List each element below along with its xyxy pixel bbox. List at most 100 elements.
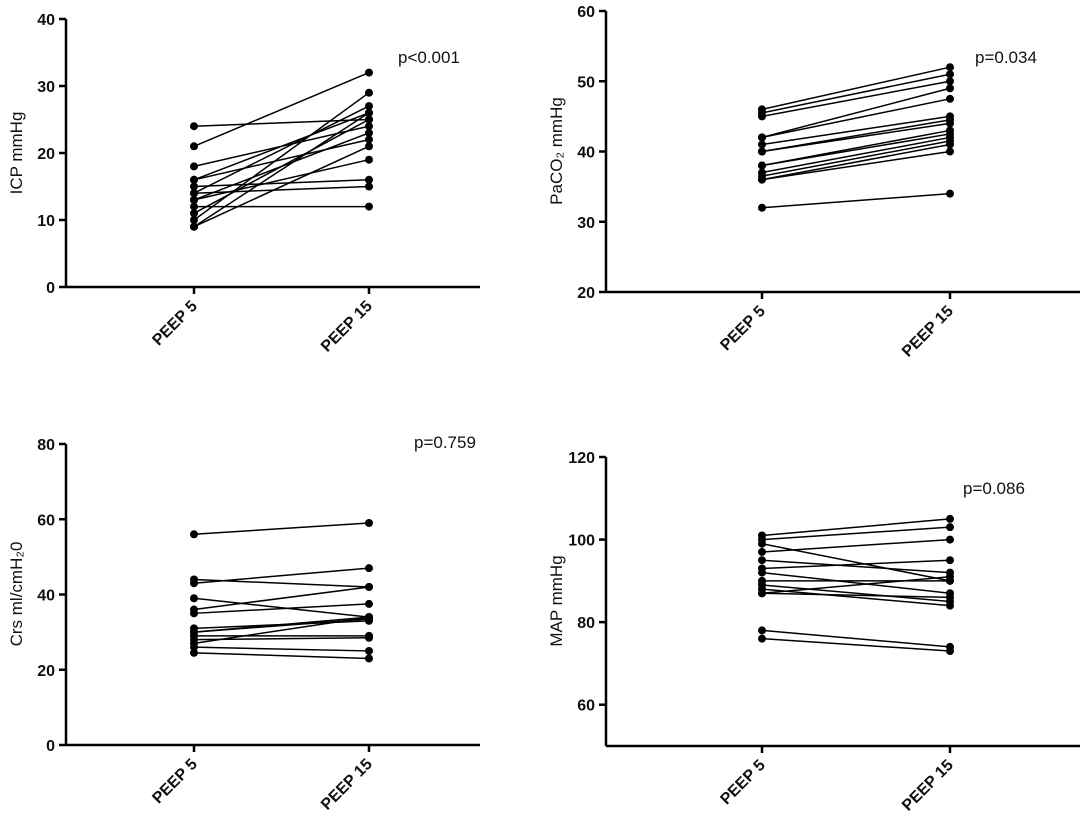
point <box>365 564 373 573</box>
point <box>946 63 954 72</box>
x-tick-label: PEEP 5 <box>717 757 769 809</box>
pair-line <box>193 646 370 652</box>
point <box>758 161 766 170</box>
x-tick-label: PEEP 5 <box>149 298 201 350</box>
pair-line <box>761 571 951 594</box>
y-tick-label: 120 <box>568 450 595 467</box>
pair-line <box>761 526 951 541</box>
y-tick-label: 60 <box>577 698 595 715</box>
point <box>190 579 198 588</box>
y-tick-label: 0 <box>46 738 55 755</box>
y-tick-label: 60 <box>577 4 595 21</box>
y-tick-label: 80 <box>37 437 55 454</box>
point <box>365 646 373 655</box>
pair-line <box>761 629 951 648</box>
y-axis-label: MAP mmHg <box>547 555 566 646</box>
point <box>365 519 373 528</box>
point <box>365 582 373 591</box>
point <box>758 175 766 184</box>
point <box>758 547 766 556</box>
point <box>365 613 373 622</box>
pair-line <box>761 575 951 594</box>
point <box>758 568 766 577</box>
pair-line <box>193 118 370 214</box>
point <box>365 633 373 642</box>
point <box>190 648 198 657</box>
pair-line <box>761 584 951 603</box>
pair-line <box>761 140 951 177</box>
point <box>946 514 954 523</box>
pair-line <box>761 150 951 181</box>
pair-line <box>193 105 370 194</box>
point <box>190 594 198 603</box>
pair-line <box>761 98 951 139</box>
y-tick-label: 30 <box>577 215 595 232</box>
pair-line <box>193 603 370 615</box>
point <box>758 589 766 598</box>
point <box>946 647 954 656</box>
point <box>946 572 954 581</box>
pair-line <box>193 112 370 181</box>
pair-line <box>193 616 370 645</box>
point <box>365 599 373 608</box>
point <box>365 182 373 191</box>
point <box>365 128 373 137</box>
point <box>946 94 954 103</box>
point <box>190 142 198 151</box>
point <box>946 189 954 198</box>
y-tick-label: 60 <box>37 512 55 529</box>
point <box>365 202 373 211</box>
pair-line <box>761 133 951 167</box>
y-tick-label: 40 <box>577 145 595 162</box>
point <box>365 88 373 97</box>
x-tick-label: PEEP 15 <box>899 303 957 361</box>
y-axis-label: ICP mmHg <box>7 112 26 195</box>
point <box>946 523 954 532</box>
point <box>365 115 373 124</box>
point <box>946 140 954 149</box>
pair-line <box>193 522 370 536</box>
point <box>190 195 198 204</box>
pair-line <box>761 559 951 574</box>
y-tick-label: 50 <box>577 74 595 91</box>
point <box>758 634 766 643</box>
point <box>190 122 198 131</box>
pair-line <box>761 73 951 114</box>
pair-line <box>761 559 951 570</box>
point <box>365 108 373 117</box>
point <box>365 142 373 151</box>
pair-line <box>193 586 370 611</box>
y-tick-label: 20 <box>577 285 595 302</box>
point <box>758 147 766 156</box>
pair-line <box>761 588 951 607</box>
pair-line <box>193 179 370 188</box>
y-tick-label: 20 <box>37 663 55 680</box>
point <box>758 539 766 548</box>
point <box>758 556 766 565</box>
pair-line <box>761 518 951 537</box>
y-tick-label: 0 <box>46 280 55 297</box>
point <box>946 601 954 610</box>
point <box>365 102 373 111</box>
point <box>365 175 373 184</box>
x-tick-label: PEEP 5 <box>149 756 201 808</box>
pair-line <box>193 158 370 201</box>
pair-line <box>761 143 951 181</box>
point <box>365 135 373 144</box>
point <box>946 119 954 128</box>
point <box>365 654 373 663</box>
y-tick-label: 80 <box>577 615 595 632</box>
y-axis-label: Crs ml/cmH₂0 <box>7 542 26 647</box>
pair-line <box>193 71 370 147</box>
pair-line <box>761 192 951 209</box>
pair-line <box>193 567 370 584</box>
point <box>946 84 954 93</box>
point <box>365 155 373 164</box>
x-tick-label: PEEP 15 <box>899 757 957 815</box>
y-tick-label: 40 <box>37 588 55 605</box>
y-tick-label: 20 <box>37 146 55 163</box>
y-tick-label: 100 <box>568 533 595 550</box>
point <box>946 535 954 544</box>
point <box>946 593 954 602</box>
